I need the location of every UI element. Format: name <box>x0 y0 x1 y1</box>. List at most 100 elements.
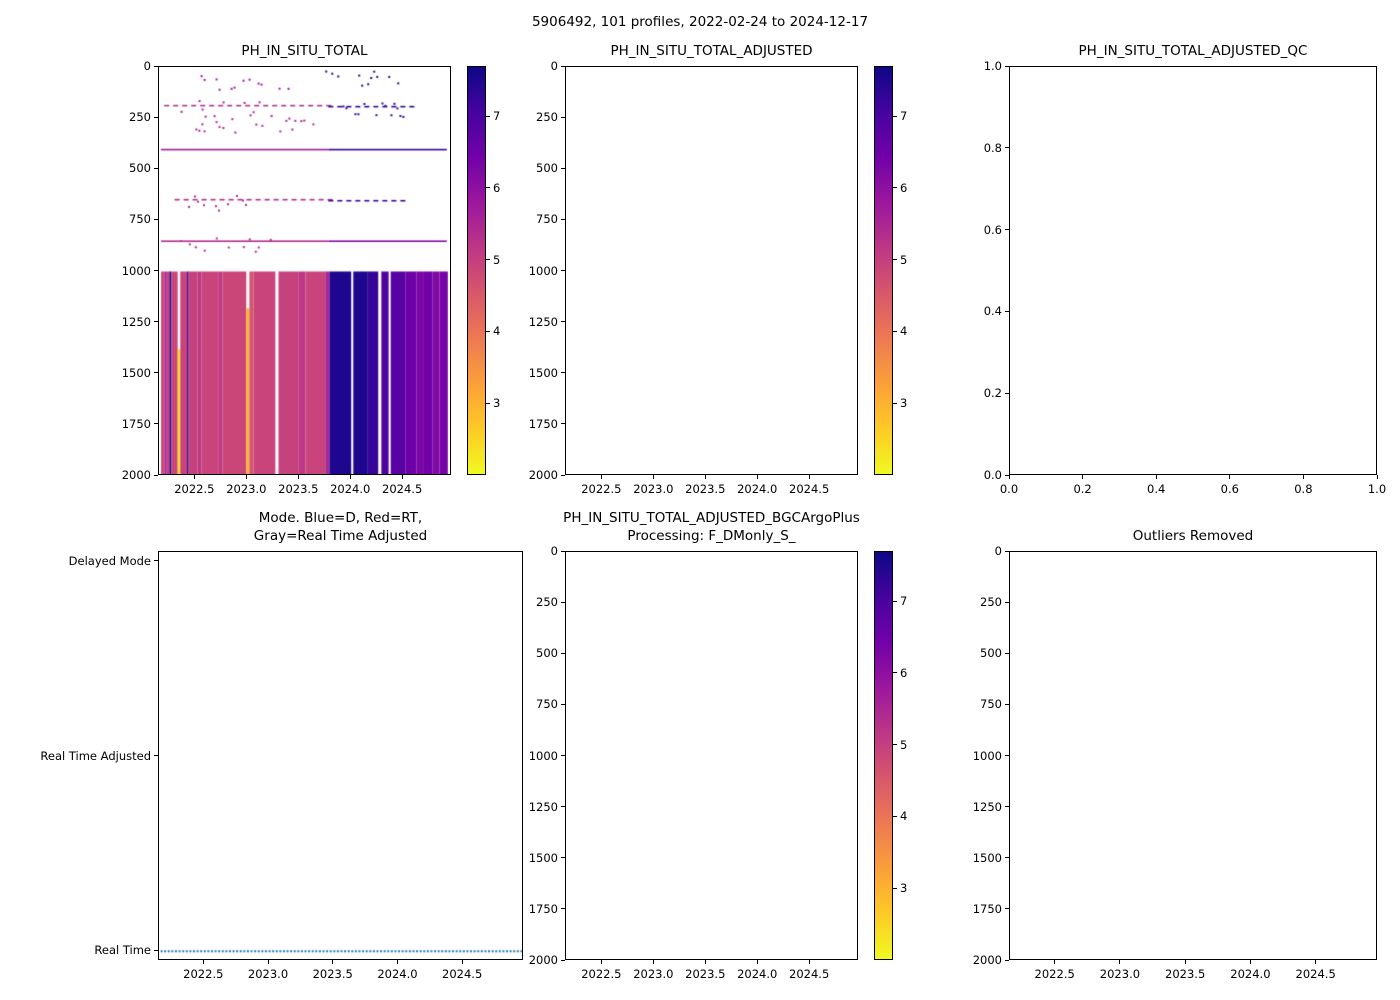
x-tick-label: 2023.5 <box>685 967 726 981</box>
y-tick <box>1005 474 1009 476</box>
x-tick-label: 2024.5 <box>789 482 830 496</box>
x-tick <box>808 475 810 479</box>
y-tick <box>154 560 158 562</box>
y-tick-label: 1250 <box>121 314 151 329</box>
x-tick-label: 2023.5 <box>278 482 319 496</box>
x-tick-label: 2024.5 <box>1295 967 1336 981</box>
colorbar-tick <box>893 402 897 404</box>
colorbar-tick <box>893 115 897 117</box>
colorbar-tick <box>893 259 897 261</box>
y-tick-label: 2000 <box>121 468 151 482</box>
x-tick-label: 2022.5 <box>1034 967 1075 981</box>
y-tick <box>561 601 565 603</box>
colorbar-tick-label: 7 <box>900 594 908 609</box>
y-tick <box>154 949 158 951</box>
colorbar-tick <box>893 744 897 746</box>
x-tick-label: 2024.5 <box>382 482 423 496</box>
x-tick <box>1376 475 1378 479</box>
y-tick-label: 1250 <box>528 314 558 329</box>
y-tick <box>1005 652 1009 654</box>
colorbar-tick <box>486 115 490 117</box>
x-tick-label: 2023.0 <box>247 967 289 981</box>
y-tick-label: 0.0 <box>983 468 1002 482</box>
x-tick <box>600 475 602 479</box>
figure-suptitle: 5906492, 101 profiles, 2022-02-24 to 202… <box>531 14 869 30</box>
x-tick <box>1155 475 1157 479</box>
axes-ph-adjusted-qc <box>1009 66 1377 475</box>
x-tick <box>267 960 269 964</box>
x-tick <box>704 960 706 964</box>
y-tick-label: 250 <box>129 110 151 125</box>
y-tick <box>561 703 565 705</box>
y-tick <box>561 423 565 425</box>
y-tick-label: 0 <box>143 59 151 73</box>
y-tick-label: 1000 <box>121 263 151 278</box>
x-tick <box>396 960 398 964</box>
x-tick <box>1184 960 1186 964</box>
colorbar-tick <box>893 187 897 189</box>
y-tick-label: 1750 <box>121 416 151 431</box>
y-tick <box>561 474 565 476</box>
y-tick <box>1005 908 1009 910</box>
x-tick-label: 0.8 <box>1294 482 1313 496</box>
x-tick <box>1315 960 1317 964</box>
y-tick <box>561 857 565 859</box>
x-tick <box>652 475 654 479</box>
y-tick <box>1005 65 1009 67</box>
colorbar-tick-label: 3 <box>493 396 501 411</box>
y-tick <box>1005 147 1009 149</box>
y-tick <box>154 167 158 169</box>
x-tick-label: 2023.0 <box>1099 967 1141 981</box>
title-ph-adjusted: PH_IN_SITU_TOTAL_ADJUSTED <box>610 43 813 59</box>
y-tick <box>1005 806 1009 808</box>
y-tick-label: 1250 <box>972 799 1002 814</box>
colorbar-tick <box>486 259 490 261</box>
y-tick <box>561 908 565 910</box>
y-tick <box>561 806 565 808</box>
heatmap-ph-in-situ-total <box>159 67 450 474</box>
y-tick <box>154 65 158 67</box>
axes-ph-adjusted <box>565 66 858 475</box>
colorbar-tick-label: 7 <box>493 109 501 124</box>
y-tick-label: 0 <box>994 544 1002 558</box>
y-tick <box>561 959 565 961</box>
y-tick <box>1005 755 1009 756</box>
plot-outliers-removed <box>1010 552 1376 959</box>
colorbar-tick <box>893 330 897 332</box>
colorbar-tick-label: 6 <box>493 180 501 195</box>
x-tick <box>401 475 403 479</box>
y-tick <box>1005 392 1009 394</box>
x-tick-label: 0.6 <box>1220 482 1239 496</box>
y-tick-label: 1750 <box>528 416 558 431</box>
x-tick <box>1082 475 1084 479</box>
heatmap-bgcargoplus <box>566 552 857 959</box>
colorbar-tick <box>893 600 897 602</box>
y-tick-label: 0.6 <box>983 222 1002 237</box>
colorbar-tick-label: 5 <box>493 252 501 267</box>
y-tick-label: 750 <box>980 697 1002 712</box>
x-tick <box>808 960 810 964</box>
y-tick <box>154 474 158 476</box>
x-tick-label: 2022.5 <box>581 482 622 496</box>
title-bgcargoplus: PH_IN_SITU_TOTAL_ADJUSTED_BGCArgoPlus Pr… <box>563 510 860 544</box>
y-tick <box>154 372 158 374</box>
y-tick <box>154 218 158 220</box>
x-tick <box>332 960 334 964</box>
y-tick <box>561 65 565 67</box>
y-tick <box>561 321 565 323</box>
colorbar-tick-label: 5 <box>900 737 908 752</box>
x-tick-label: 2023.5 <box>1165 967 1206 981</box>
colorbar-tick-label: 5 <box>900 252 908 267</box>
y-tick-label: 0 <box>550 544 558 558</box>
x-tick-label: 2023.0 <box>633 967 674 981</box>
colorbar-tick <box>486 187 490 189</box>
x-tick-label: 2024.0 <box>330 482 371 496</box>
colorbar-tick-label: 3 <box>900 881 908 896</box>
colorbar-tick-label: 3 <box>900 396 908 411</box>
y-tick <box>561 372 565 374</box>
y-tick <box>1005 703 1009 705</box>
x-tick-label: 0.0 <box>999 482 1019 496</box>
y-tick-label: 500 <box>129 161 151 176</box>
y-tick <box>561 652 565 654</box>
x-tick <box>756 475 758 479</box>
